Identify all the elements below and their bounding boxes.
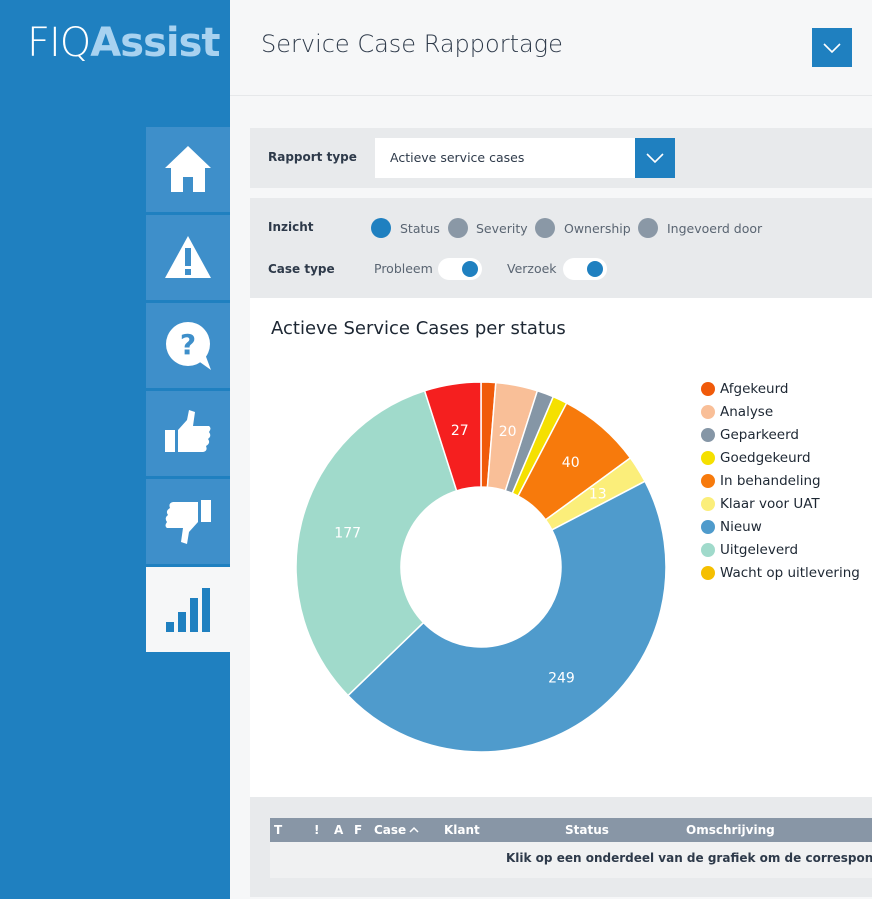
slice[interactable]: [295, 389, 458, 697]
data-label: 27: [451, 423, 469, 439]
nav-negative[interactable]: [146, 479, 230, 564]
legend-label: Klaar voor UAT: [720, 496, 820, 512]
radio-label: Ingevoerd door: [667, 221, 763, 236]
data-label: 177: [334, 525, 361, 541]
column-header[interactable]: Klant: [444, 823, 480, 837]
header: [230, 0, 872, 96]
logo: FIQAssist: [27, 20, 221, 66]
radio-label: Status: [400, 221, 440, 236]
slice[interactable]: [346, 480, 667, 753]
slice[interactable]: [423, 381, 482, 492]
radio[interactable]: [448, 218, 468, 238]
options-panel: [250, 198, 872, 298]
legend-label: Analyse: [720, 404, 773, 420]
legend-label: In behandeling: [720, 473, 821, 489]
column-header[interactable]: F: [354, 823, 363, 837]
legend-marker: [701, 451, 715, 465]
nav-help[interactable]: ?: [146, 303, 230, 388]
column-header[interactable]: Case: [374, 823, 407, 837]
icon: [166, 588, 210, 632]
icon: [165, 236, 211, 278]
nav-reports[interactable]: [146, 567, 230, 652]
legend-label: Nieuw: [720, 519, 762, 535]
radio-label: Ownership: [564, 221, 631, 236]
column-header[interactable]: Omschrijving: [686, 823, 775, 837]
legend-marker: [701, 520, 715, 534]
nav-home[interactable]: [146, 127, 230, 212]
radio[interactable]: [535, 218, 555, 238]
column-header[interactable]: A: [334, 823, 344, 837]
table-header: [270, 818, 872, 842]
logo-accent: Assist: [90, 20, 220, 66]
icon: [165, 500, 211, 544]
data-label: 20: [499, 424, 517, 440]
legend-marker: [701, 497, 715, 511]
legend-marker: [701, 382, 715, 396]
chart: Actieve Service Cases per status 20 40 13 2…: [250, 298, 872, 797]
table-row: [270, 842, 872, 878]
nav-positive[interactable]: [146, 391, 230, 476]
toggle[interactable]: [563, 258, 607, 280]
table-message: Klik op een onderdeel van de grafiek om …: [506, 851, 872, 865]
sort-icon: [409, 826, 419, 833]
data-label: 40: [562, 455, 580, 471]
label: Inzicht: [268, 220, 314, 234]
legend-label: Uitgeleverd: [720, 542, 798, 558]
legend-marker: [701, 566, 715, 580]
legend-label: Afgekeurd: [720, 381, 788, 397]
data-label: 249: [548, 671, 575, 687]
label: Case type: [268, 262, 335, 276]
column-header[interactable]: Status: [565, 823, 609, 837]
logo-main: FIQ: [27, 20, 91, 66]
radio[interactable]: [371, 218, 391, 238]
legend-marker: [701, 428, 715, 442]
toggle-label: Verzoek: [507, 261, 557, 276]
legend-label: Goedgekeurd: [720, 450, 811, 466]
menu-button[interactable]: [812, 28, 852, 67]
toggle[interactable]: [438, 258, 482, 280]
data-label: 13: [589, 486, 607, 502]
legend-label: Wacht op uitlevering: [720, 565, 860, 581]
radio[interactable]: [638, 218, 658, 238]
column-header[interactable]: !: [314, 823, 320, 837]
legend-marker: [701, 405, 715, 419]
legend-label: Geparkeerd: [720, 427, 799, 443]
icon: ?: [166, 322, 211, 370]
dropdown-button[interactable]: [635, 138, 675, 178]
chart-title: Actieve Service Cases per status: [271, 318, 566, 339]
icon: [165, 146, 211, 192]
page-title: Service Case Rapportage: [261, 30, 563, 58]
nav-alerts[interactable]: [146, 215, 230, 300]
dropdown[interactable]: [375, 138, 635, 178]
svg-text:?: ?: [180, 328, 196, 361]
column-header[interactable]: T: [274, 823, 283, 837]
label: Rapport type: [268, 150, 357, 164]
dropdown-value: Actieve service cases: [390, 150, 525, 165]
legend-marker: [701, 543, 715, 557]
legend-marker: [701, 474, 715, 488]
toggle-label: Probleem: [374, 261, 433, 276]
icon: [165, 410, 211, 452]
radio-label: Severity: [476, 221, 528, 236]
